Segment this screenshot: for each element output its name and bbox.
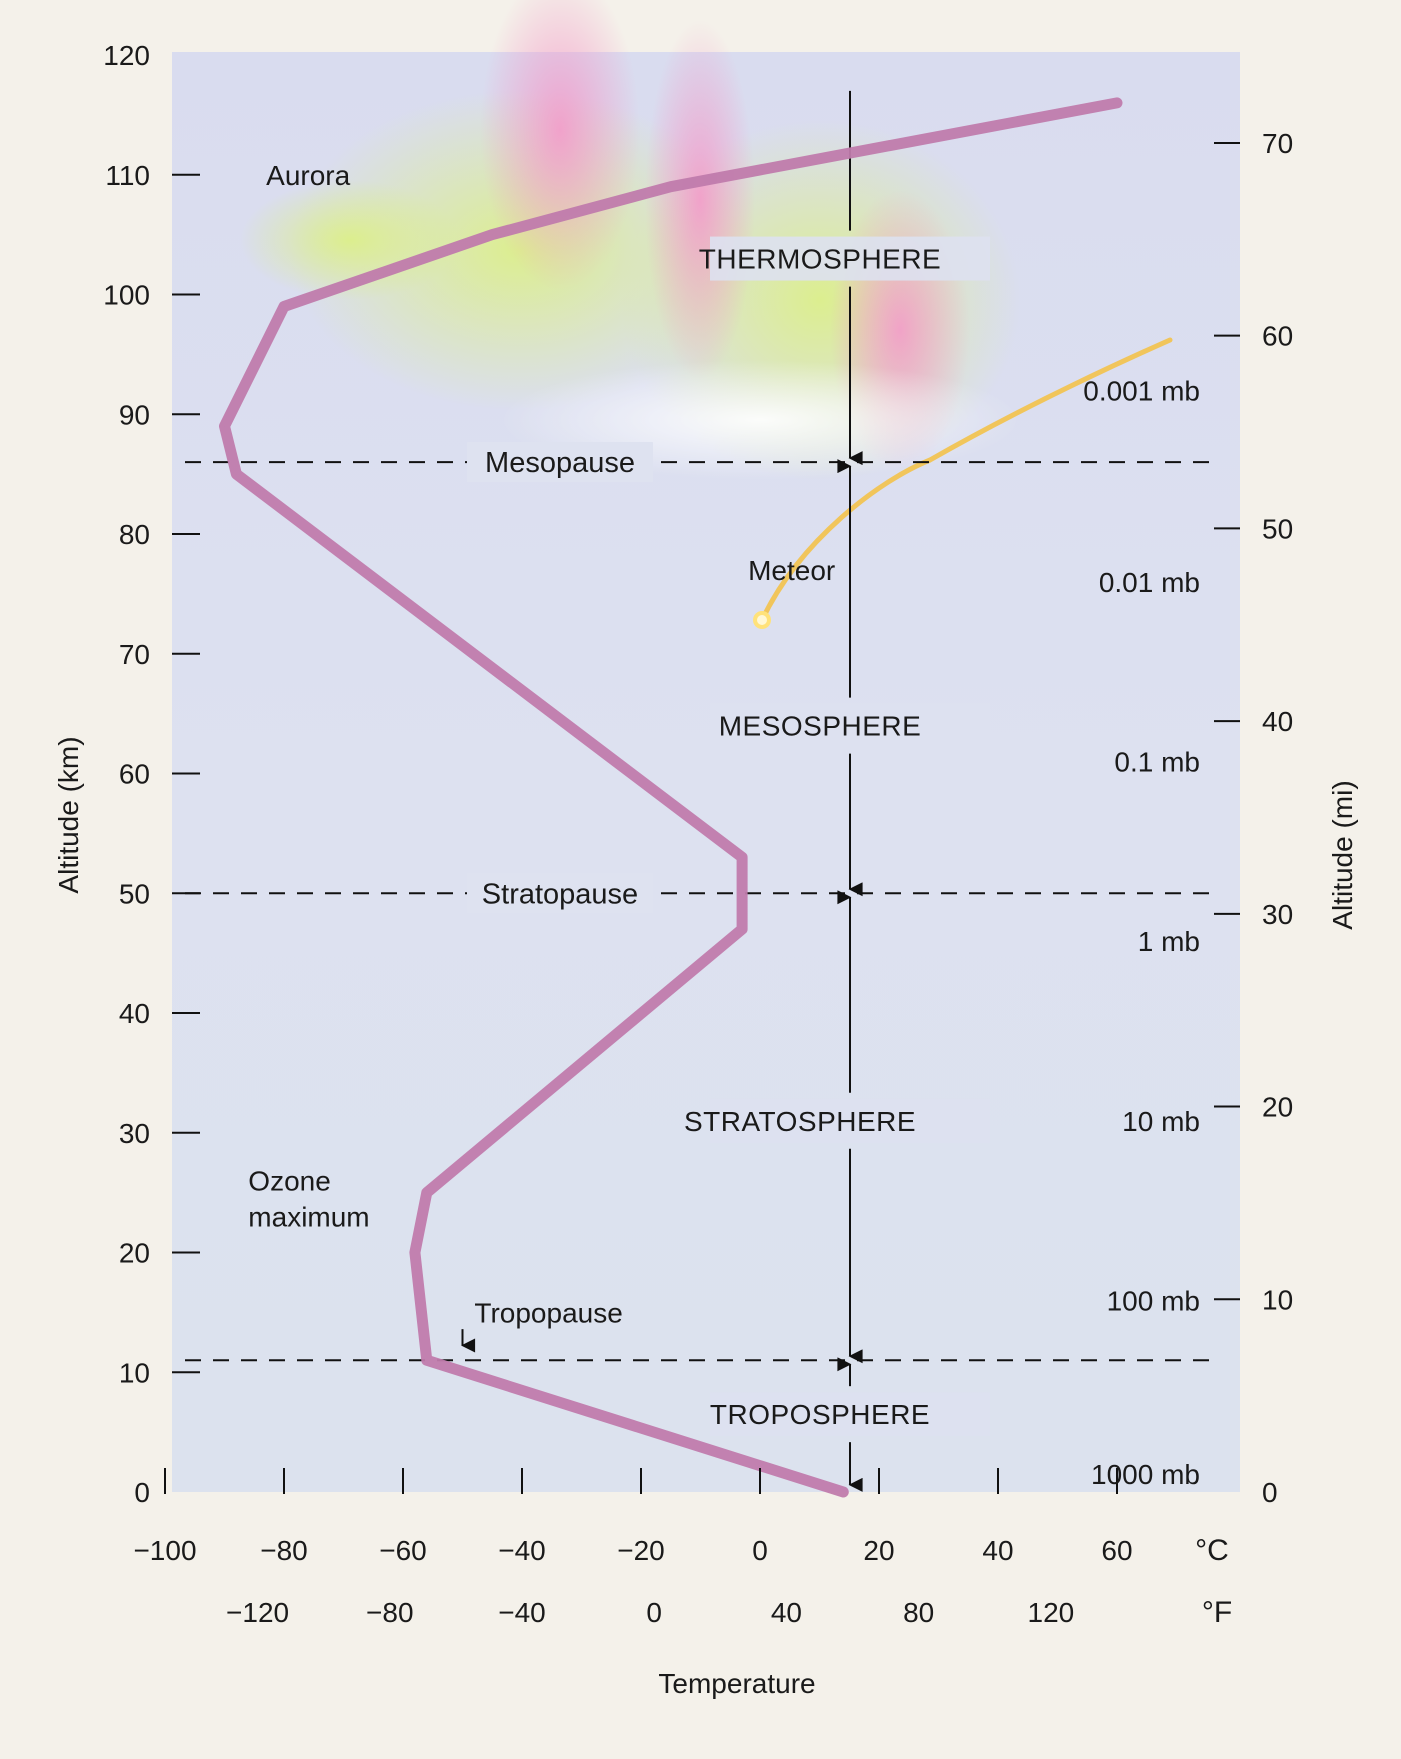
pressure-label: 0.001 mb xyxy=(1083,375,1200,406)
x-tick-label-c: 60 xyxy=(1101,1535,1132,1566)
temperature-curve xyxy=(219,97,1123,1498)
annotation-label: maximum xyxy=(248,1202,369,1233)
y-tick-label: 0 xyxy=(134,1477,150,1508)
y-tick-label: 120 xyxy=(103,40,150,71)
y-tick-label: 110 xyxy=(105,160,150,191)
x-tick-label-f: 40 xyxy=(771,1597,802,1628)
x-tick-label-f: −120 xyxy=(226,1597,289,1628)
layer-label-bg xyxy=(710,703,990,748)
annotation-label: Tropopause xyxy=(474,1297,622,1328)
x-tick-label-c: −80 xyxy=(260,1535,308,1566)
y-right-tick-label: 20 xyxy=(1262,1092,1293,1123)
x-tick-label-f: 120 xyxy=(1028,1597,1075,1628)
y-right-tick-label: 0 xyxy=(1262,1477,1278,1508)
x-tick-label-f: 80 xyxy=(903,1597,934,1628)
meteor-illustration xyxy=(753,337,1173,629)
x-tick-label-c: 40 xyxy=(982,1535,1013,1566)
boundary-label: Mesopause xyxy=(485,447,635,479)
y-tick-label: 80 xyxy=(119,519,150,550)
y-tick-label: 50 xyxy=(119,878,150,909)
y-tick-label: 10 xyxy=(119,1357,150,1388)
x-tick-label-c: −40 xyxy=(498,1535,546,1566)
y-right-tick-label: 50 xyxy=(1262,513,1293,544)
boundary-label-bg xyxy=(467,873,653,914)
y-tick-label: 100 xyxy=(103,280,150,311)
pressure-label: 1 mb xyxy=(1138,926,1200,957)
x-tick-label-c: 20 xyxy=(863,1535,894,1566)
y-tick-label: 20 xyxy=(119,1238,150,1269)
right-axis: 0 10 20 30 40 50 60 70 xyxy=(1214,128,1293,1508)
layer-label: TROPOSPHERE xyxy=(710,1399,930,1430)
y-axis-right-title: Altitude (mi) xyxy=(1327,780,1358,929)
y-tick-label: 60 xyxy=(119,759,150,790)
boundary-lines xyxy=(185,461,1215,1362)
y-right-tick-label: 40 xyxy=(1262,706,1293,737)
x-tick-label-f: 0 xyxy=(646,1597,662,1628)
x-axis-title: Temperature xyxy=(658,1668,815,1699)
pressure-label: 1000 mb xyxy=(1091,1459,1200,1490)
pressure-label: 0.1 mb xyxy=(1114,747,1200,778)
pressure-label: 100 mb xyxy=(1107,1285,1200,1316)
y-tick-label: 70 xyxy=(119,639,150,670)
layer-label-bg xyxy=(710,1098,990,1143)
x-tick-label-f: −80 xyxy=(366,1597,414,1628)
y-right-tick-label: 10 xyxy=(1262,1284,1293,1315)
layer-label-bg xyxy=(710,1392,990,1437)
annotation-label: Meteor xyxy=(748,555,835,586)
y-right-tick-label: 70 xyxy=(1262,128,1293,159)
x-tick-label-c: −100 xyxy=(133,1535,196,1566)
pressure-label: 10 mb xyxy=(1122,1106,1200,1137)
boundary-label: Stratopause xyxy=(482,878,638,910)
x-tick-label-c: −60 xyxy=(379,1535,427,1566)
layer-label: THERMOSPHERE xyxy=(699,244,941,275)
y-right-tick-label: 30 xyxy=(1262,899,1293,930)
pressure-label: 0.01 mb xyxy=(1099,567,1200,598)
y-tick-label: 90 xyxy=(119,399,150,430)
y-right-tick-label: 60 xyxy=(1262,321,1293,352)
layer-label-bg xyxy=(710,236,990,281)
layer-label: STRATOSPHERE xyxy=(684,1106,916,1137)
x-tick-label-c: 0 xyxy=(752,1535,768,1566)
labels-layer: Stratopause Mesopause TROPOSPHERE STRATOSPH… xyxy=(248,160,1200,1490)
annotation-label: Aurora xyxy=(266,160,350,191)
x-tick-label-f: −40 xyxy=(498,1597,546,1628)
x-tick-label-c: −20 xyxy=(617,1535,665,1566)
layer-label: MESOSPHERE xyxy=(719,711,922,742)
y-tick-label: 30 xyxy=(119,1118,150,1149)
boundary-label-bg xyxy=(468,442,652,483)
annotation-label: Ozone xyxy=(248,1166,330,1197)
left-axis: 0 10 20 30 40 50 60 70 80 90 100 110 120 xyxy=(103,40,200,1508)
y-tick-label: 40 xyxy=(119,998,150,1029)
celsius-unit: °C xyxy=(1195,1534,1229,1567)
fahrenheit-unit: °F xyxy=(1202,1596,1232,1629)
y-axis-title: Altitude (km) xyxy=(53,736,84,893)
bottom-axis: −100 −80 −60 −40 −20 0 20 40 60−120 −80 −40 0 40 80 12… xyxy=(133,1468,1133,1628)
temperature-curve-layer xyxy=(219,97,1123,1498)
